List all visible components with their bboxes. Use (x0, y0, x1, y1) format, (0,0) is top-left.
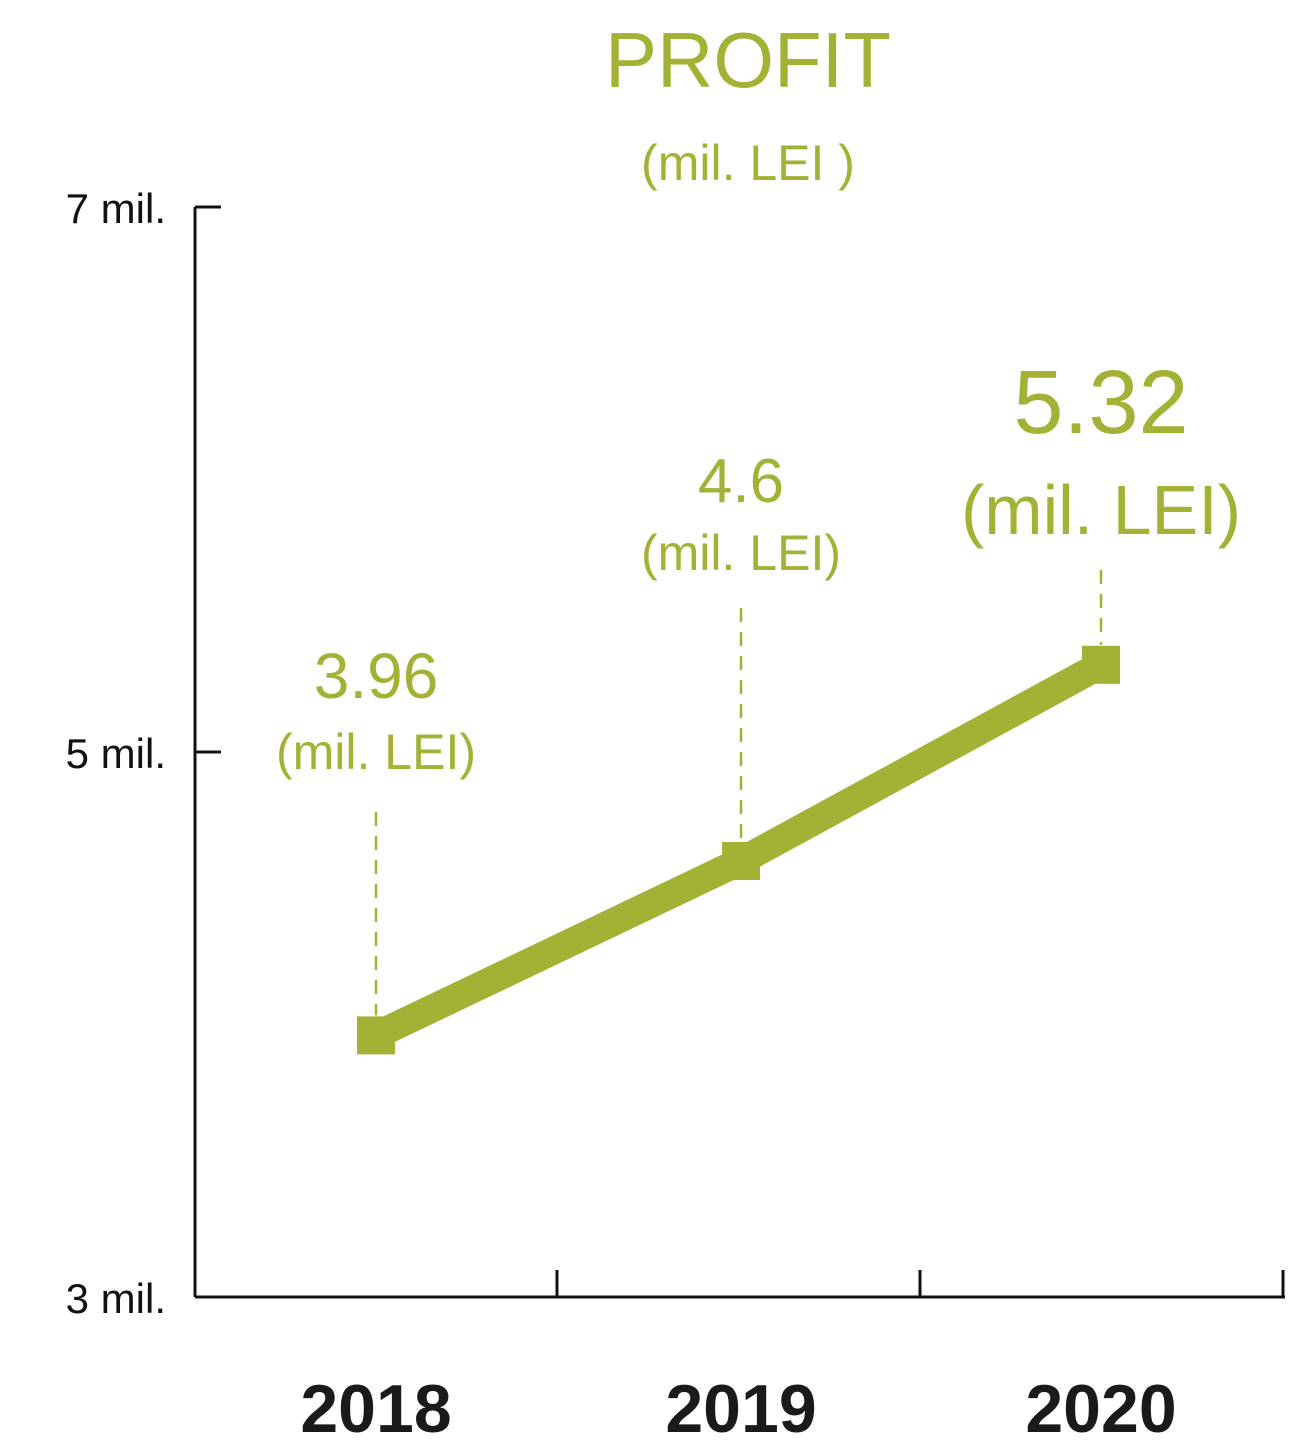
data-labels: 3.96 (mil. LEI) 4.6 (mil. LEI) 5.32 (mil. LEI… (276, 353, 1241, 780)
data-label-value: 5.32 (1013, 353, 1188, 453)
x-tick-label: 2019 (665, 1371, 816, 1444)
axes (193, 205, 1285, 1299)
data-label-value: 3.96 (314, 640, 439, 712)
chart-title: PROFIT (605, 16, 891, 104)
data-point (722, 842, 760, 880)
y-tick-label: 7 mil. (66, 185, 166, 232)
data-point (1082, 645, 1120, 684)
data-label-unit: (mil. LEI) (276, 724, 476, 780)
data-label-unit: (mil. LEI) (641, 525, 841, 581)
tick-labels: 3 mil. 5 mil. 7 mil. 2018 2019 2020 (66, 185, 1177, 1444)
x-tick-label: 2018 (300, 1371, 451, 1444)
y-tick-label: 5 mil. (66, 730, 166, 777)
guide-lines (374, 570, 1103, 1016)
data-label-value: 4.6 (698, 447, 784, 516)
data-point (357, 1016, 395, 1055)
x-tick-label: 2020 (1025, 1371, 1176, 1444)
y-tick-label: 3 mil. (66, 1275, 166, 1322)
data-label-unit: (mil. LEI) (961, 471, 1241, 549)
data-markers (357, 645, 1120, 1055)
chart-subtitle: (mil. LEI ) (641, 135, 855, 191)
